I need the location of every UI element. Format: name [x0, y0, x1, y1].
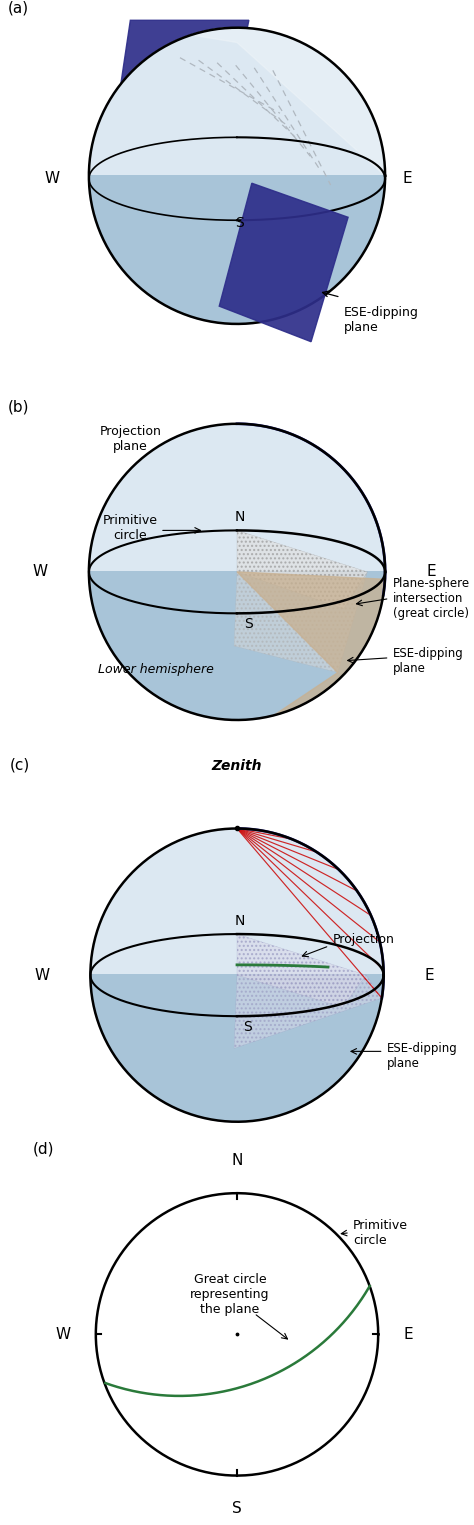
- Polygon shape: [89, 424, 385, 572]
- Text: Projection: Projection: [332, 933, 394, 946]
- Polygon shape: [89, 27, 385, 175]
- Polygon shape: [237, 572, 385, 715]
- Text: E: E: [404, 1327, 413, 1342]
- Polygon shape: [234, 572, 367, 673]
- Text: W: W: [55, 1327, 70, 1342]
- Text: Great circle
representing
the plane: Great circle representing the plane: [190, 1273, 270, 1316]
- Text: (a): (a): [8, 2, 28, 15]
- Text: S: S: [232, 1501, 242, 1516]
- Text: W: W: [32, 564, 47, 580]
- Polygon shape: [237, 933, 366, 1008]
- Polygon shape: [116, 113, 252, 183]
- Text: ESE-dipping
plane: ESE-dipping plane: [392, 647, 463, 674]
- Text: (b): (b): [8, 400, 29, 415]
- Polygon shape: [237, 531, 367, 608]
- Text: N: N: [231, 1153, 243, 1168]
- Polygon shape: [91, 974, 383, 1122]
- Text: W: W: [34, 968, 49, 982]
- Text: N: N: [235, 913, 245, 929]
- Polygon shape: [89, 572, 385, 720]
- Text: Primitive
circle: Primitive circle: [103, 514, 158, 543]
- Text: Plane-sphere
intersection
(great circle): Plane-sphere intersection (great circle): [392, 576, 470, 621]
- Text: W: W: [44, 171, 59, 186]
- Text: Primitive
circle: Primitive circle: [353, 1218, 408, 1247]
- Polygon shape: [234, 974, 382, 1049]
- Text: E: E: [402, 171, 412, 186]
- Text: ESE-dipping
plane: ESE-dipping plane: [344, 307, 419, 334]
- Polygon shape: [219, 183, 348, 342]
- Polygon shape: [116, 20, 249, 119]
- Polygon shape: [191, 27, 385, 175]
- Text: E: E: [427, 564, 436, 580]
- Text: S: S: [236, 217, 244, 230]
- Text: (c): (c): [9, 758, 30, 773]
- Text: ESE-dipping
plane: ESE-dipping plane: [387, 1042, 457, 1069]
- Polygon shape: [91, 828, 383, 974]
- Text: N: N: [235, 511, 245, 525]
- Text: S: S: [245, 618, 253, 631]
- Text: Zenith: Zenith: [212, 759, 262, 773]
- Text: Lower hemisphere: Lower hemisphere: [98, 662, 213, 676]
- Text: S: S: [243, 1020, 252, 1034]
- Text: E: E: [425, 968, 434, 982]
- Text: Projection
plane: Projection plane: [100, 425, 161, 453]
- Text: (d): (d): [32, 1142, 54, 1156]
- Polygon shape: [89, 175, 385, 323]
